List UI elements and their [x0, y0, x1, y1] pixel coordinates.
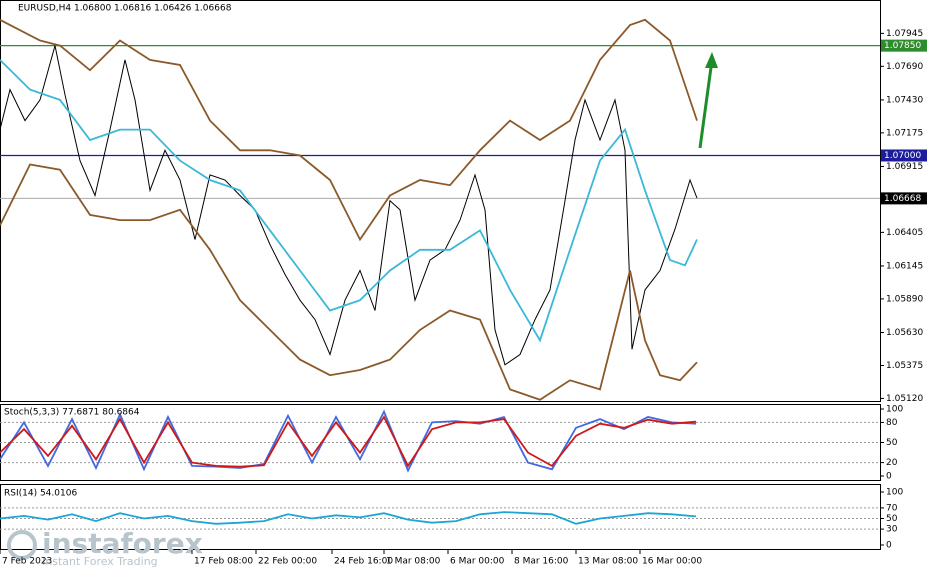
y-tick-label: 100 [886, 405, 903, 415]
y-tick-label: 20 [886, 458, 898, 468]
level-label-box [881, 39, 927, 52]
series-line [0, 59, 698, 343]
y-tick-label: 50 [886, 438, 898, 448]
y-tick-label: 0 [886, 472, 892, 482]
series-line [0, 511, 697, 525]
watermark-brand: instaforex [42, 527, 203, 560]
x-tick-label: 22 Feb 00:00 [258, 557, 317, 567]
y-tick-label: 70 [886, 503, 898, 513]
x-tick-label: 6 Mar 00:00 [450, 557, 505, 567]
series-line [0, 415, 697, 468]
y-tick-label: 1.06405 [886, 228, 923, 238]
x-tick-label: 16 Mar 00:00 [642, 557, 702, 567]
logo [7, 530, 37, 560]
level-label: 1.06668 [884, 194, 921, 204]
level-label-box [881, 192, 927, 205]
y-tick-label: 1.07945 [886, 29, 923, 39]
y-tick-label: 50 [886, 514, 898, 524]
x-tick-label: 8 Mar 16:00 [514, 557, 569, 567]
watermark-tagline: Instant Forex Trading [42, 555, 158, 568]
y-tick-label: 1.07175 [886, 128, 923, 138]
y-tick-label: 1.06915 [886, 162, 923, 172]
level-label: 1.07850 [884, 41, 921, 51]
rsi-title: RSI(14) 54.0106 [4, 489, 77, 499]
level-label: 1.07000 [884, 151, 921, 161]
y-tick-label: 0 [886, 541, 892, 551]
series-line [0, 18, 698, 242]
y-tick-label: 1.05630 [886, 328, 923, 338]
level-label-box [881, 149, 927, 162]
y-tick-label: 30 [886, 525, 898, 535]
y-tick-label: 1.05120 [886, 394, 923, 404]
y-tick-label: 1.05890 [886, 294, 923, 304]
x-tick-label: 24 Feb 16:00 [334, 557, 393, 567]
stoch-title: Stoch(5,3,3) 77.6871 80.6864 [4, 408, 140, 418]
x-tick-label: 13 Mar 08:00 [578, 557, 638, 567]
series-line [0, 163, 698, 401]
main-title: EURUSD,H4 1.06800 1.06816 1.06426 1.0666… [18, 4, 232, 14]
arrow-head [705, 52, 718, 68]
y-tick-label: 100 [886, 488, 903, 498]
y-tick-label: 1.06145 [886, 261, 923, 271]
x-tick-label: 1 Mar 08:00 [386, 557, 441, 567]
y-tick-label: 1.05375 [886, 361, 923, 371]
y-tick-label: 1.07690 [886, 62, 923, 72]
y-tick-label: 1.07430 [886, 95, 923, 105]
series-line [0, 45, 698, 366]
main-panel [0, 0, 881, 402]
rsi-panel [0, 484, 881, 550]
x-tick-label: 7 Feb 2023 [2, 557, 52, 567]
x-tick-label: 17 Feb 08:00 [194, 557, 253, 567]
y-tick-label: 80 [886, 418, 898, 428]
